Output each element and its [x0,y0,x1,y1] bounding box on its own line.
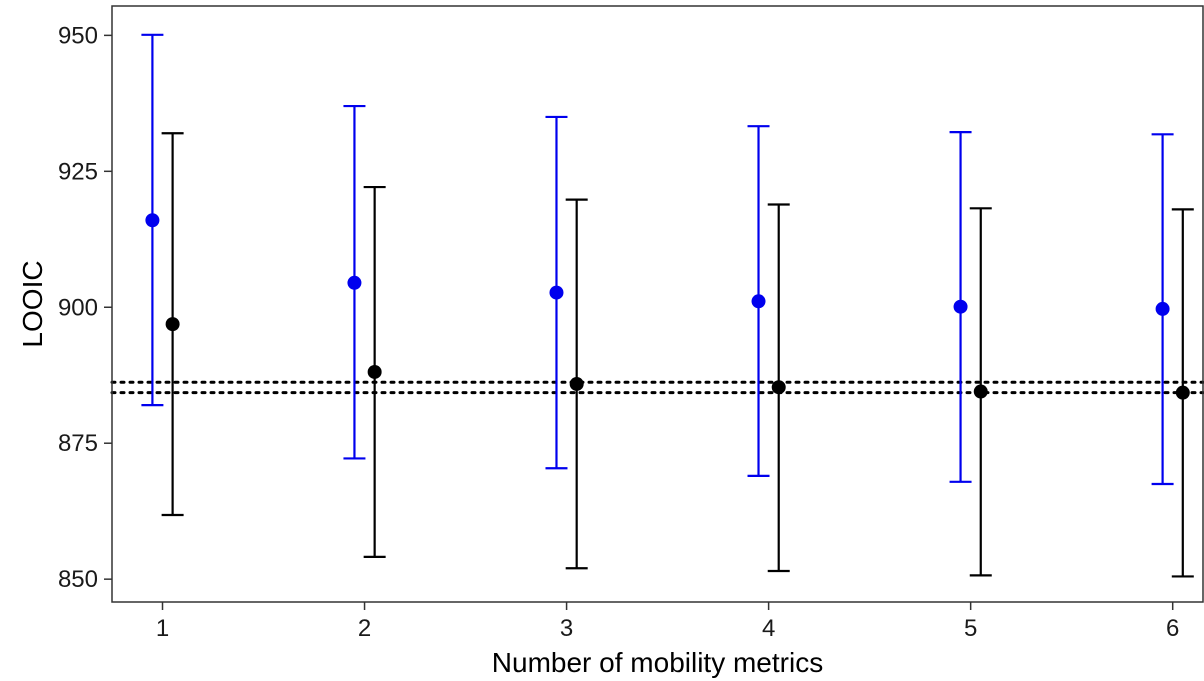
reference-lines [110,380,1204,395]
data-point [367,364,382,379]
data-point [1175,385,1190,400]
panel-border [111,5,1204,603]
data-point [771,380,786,395]
y-axis-title: LOOIC [17,260,48,347]
data-point [165,317,180,332]
x-axis: 1 2 3 4 5 6 [156,602,1179,642]
data-point [953,299,968,314]
data-point [973,384,988,399]
data-point [569,376,584,391]
y-tick-label: 925 [58,158,98,185]
y-axis: 850 875 900 925 950 [58,22,112,593]
series-layer [141,33,1194,578]
x-tick-label: 1 [156,615,169,642]
data-point [347,275,362,290]
data-point [1155,301,1170,316]
series-2 [161,132,1194,578]
y-tick-label: 875 [58,430,98,457]
x-tick-label: 2 [358,615,371,642]
x-tick-label: 5 [964,615,977,642]
data-point [145,213,160,228]
data-point [549,285,564,300]
y-tick-label: 900 [58,294,98,321]
data-point [751,294,766,309]
x-tick-label: 6 [1166,615,1179,642]
x-tick-label: 4 [762,615,775,642]
y-tick-label: 850 [58,566,98,593]
series-1 [141,33,1174,486]
x-tick-label: 3 [560,615,573,642]
x-axis-title: Number of mobility metrics [492,647,823,678]
y-tick-label: 950 [58,22,98,49]
